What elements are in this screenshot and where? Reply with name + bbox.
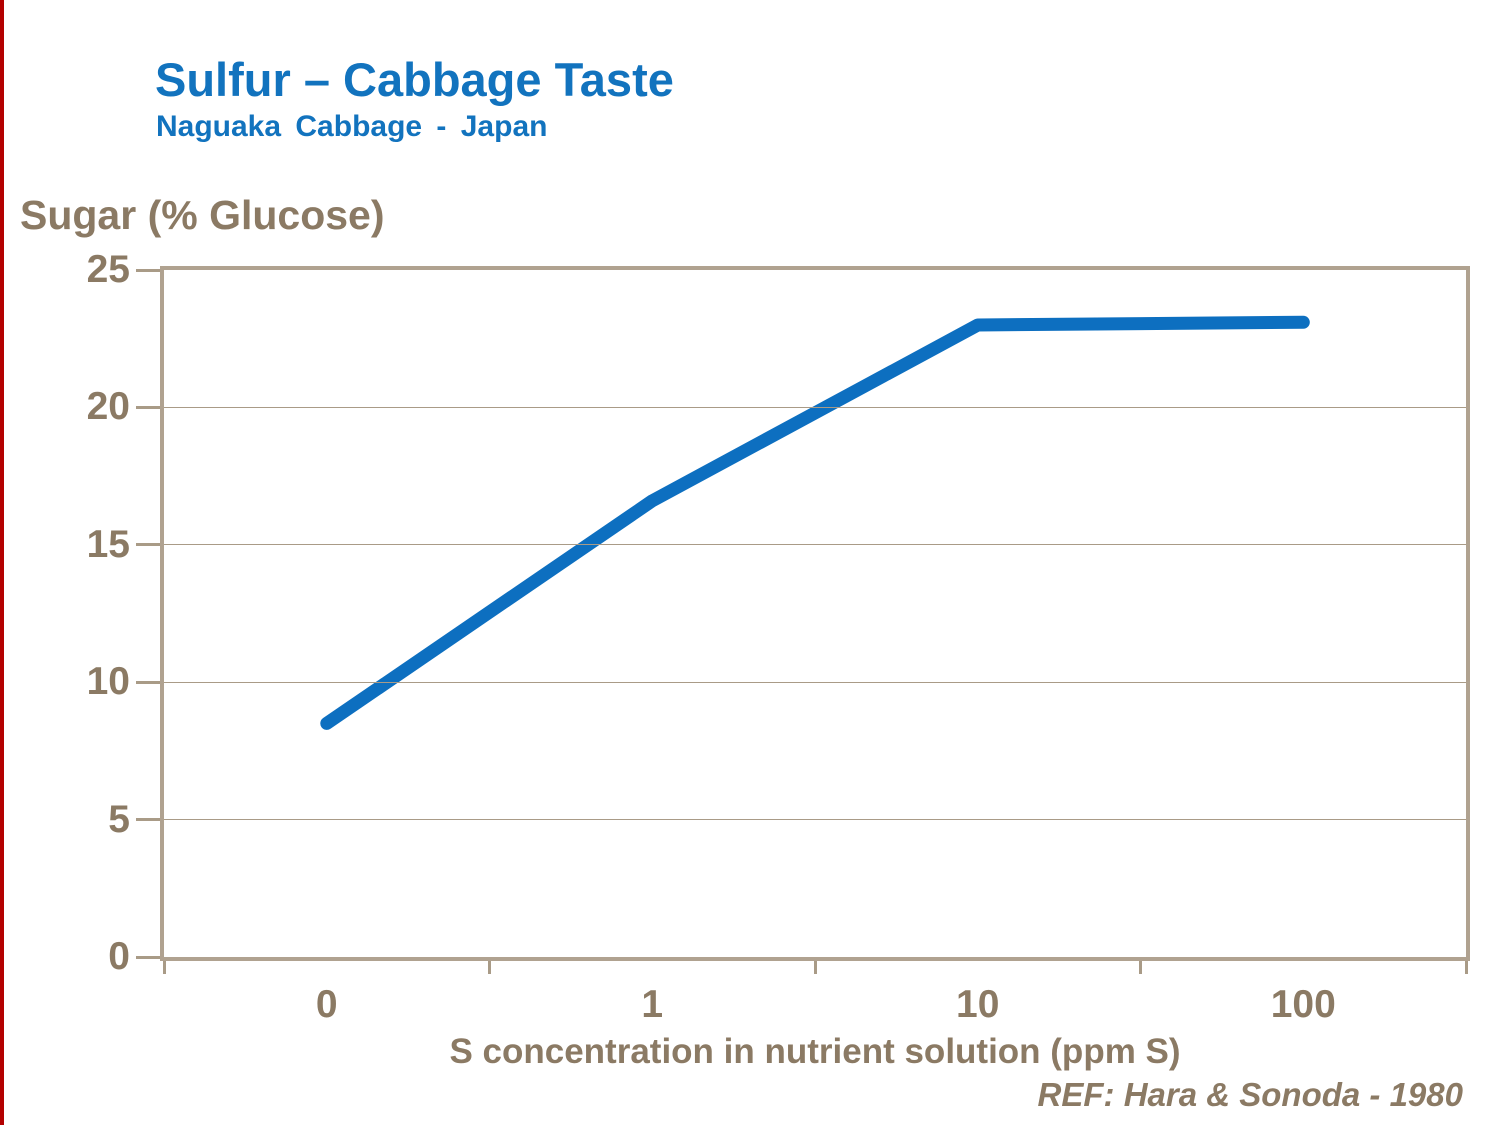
y-tick-label: 10 [86, 660, 130, 704]
x-tick-mark [162, 961, 166, 974]
reference-text: REF: Hara & Sonoda - 1980 [1037, 1076, 1463, 1113]
x-tick-mark [1464, 961, 1468, 974]
gridline [164, 681, 1466, 683]
y-tick-label: 25 [86, 248, 130, 291]
x-tick-mark [813, 961, 817, 974]
left-edge-accent-bar [0, 0, 4, 1125]
x-tick-mark [1139, 961, 1142, 974]
gridline [164, 406, 1466, 408]
chart-svg [320, 315, 1310, 730]
gridline [164, 544, 1466, 546]
x-tick-label: 1 [641, 983, 664, 1026]
chart-plot-area [160, 266, 1470, 961]
slide-subtitle: Naguaka Cabbage - Japan [156, 110, 548, 143]
y-tick-label: 20 [86, 385, 130, 429]
x-tick-label: 10 [956, 983, 1000, 1026]
y-tick-mark [136, 268, 160, 272]
y-tick-mark [136, 405, 160, 409]
y-axis-title: Sugar (% Glucose) [20, 192, 385, 238]
y-tick-label: 15 [86, 522, 130, 566]
slide-title: Sulfur – Cabbage Taste [155, 53, 674, 106]
y-tick-mark [136, 818, 160, 822]
y-tick-label: 0 [108, 935, 130, 978]
y-tick-mark [136, 680, 160, 684]
data-line-series [320, 315, 1310, 730]
y-tick-mark [136, 955, 160, 959]
x-axis-title: S concentration in nutrient solution (pp… [449, 1032, 1181, 1071]
y-tick-label: 5 [108, 797, 130, 841]
x-tick-label: 0 [315, 983, 338, 1026]
x-tick-label: 100 [1270, 983, 1336, 1026]
gridline [164, 819, 1466, 821]
x-tick-mark [488, 961, 491, 974]
y-tick-mark [136, 543, 160, 547]
